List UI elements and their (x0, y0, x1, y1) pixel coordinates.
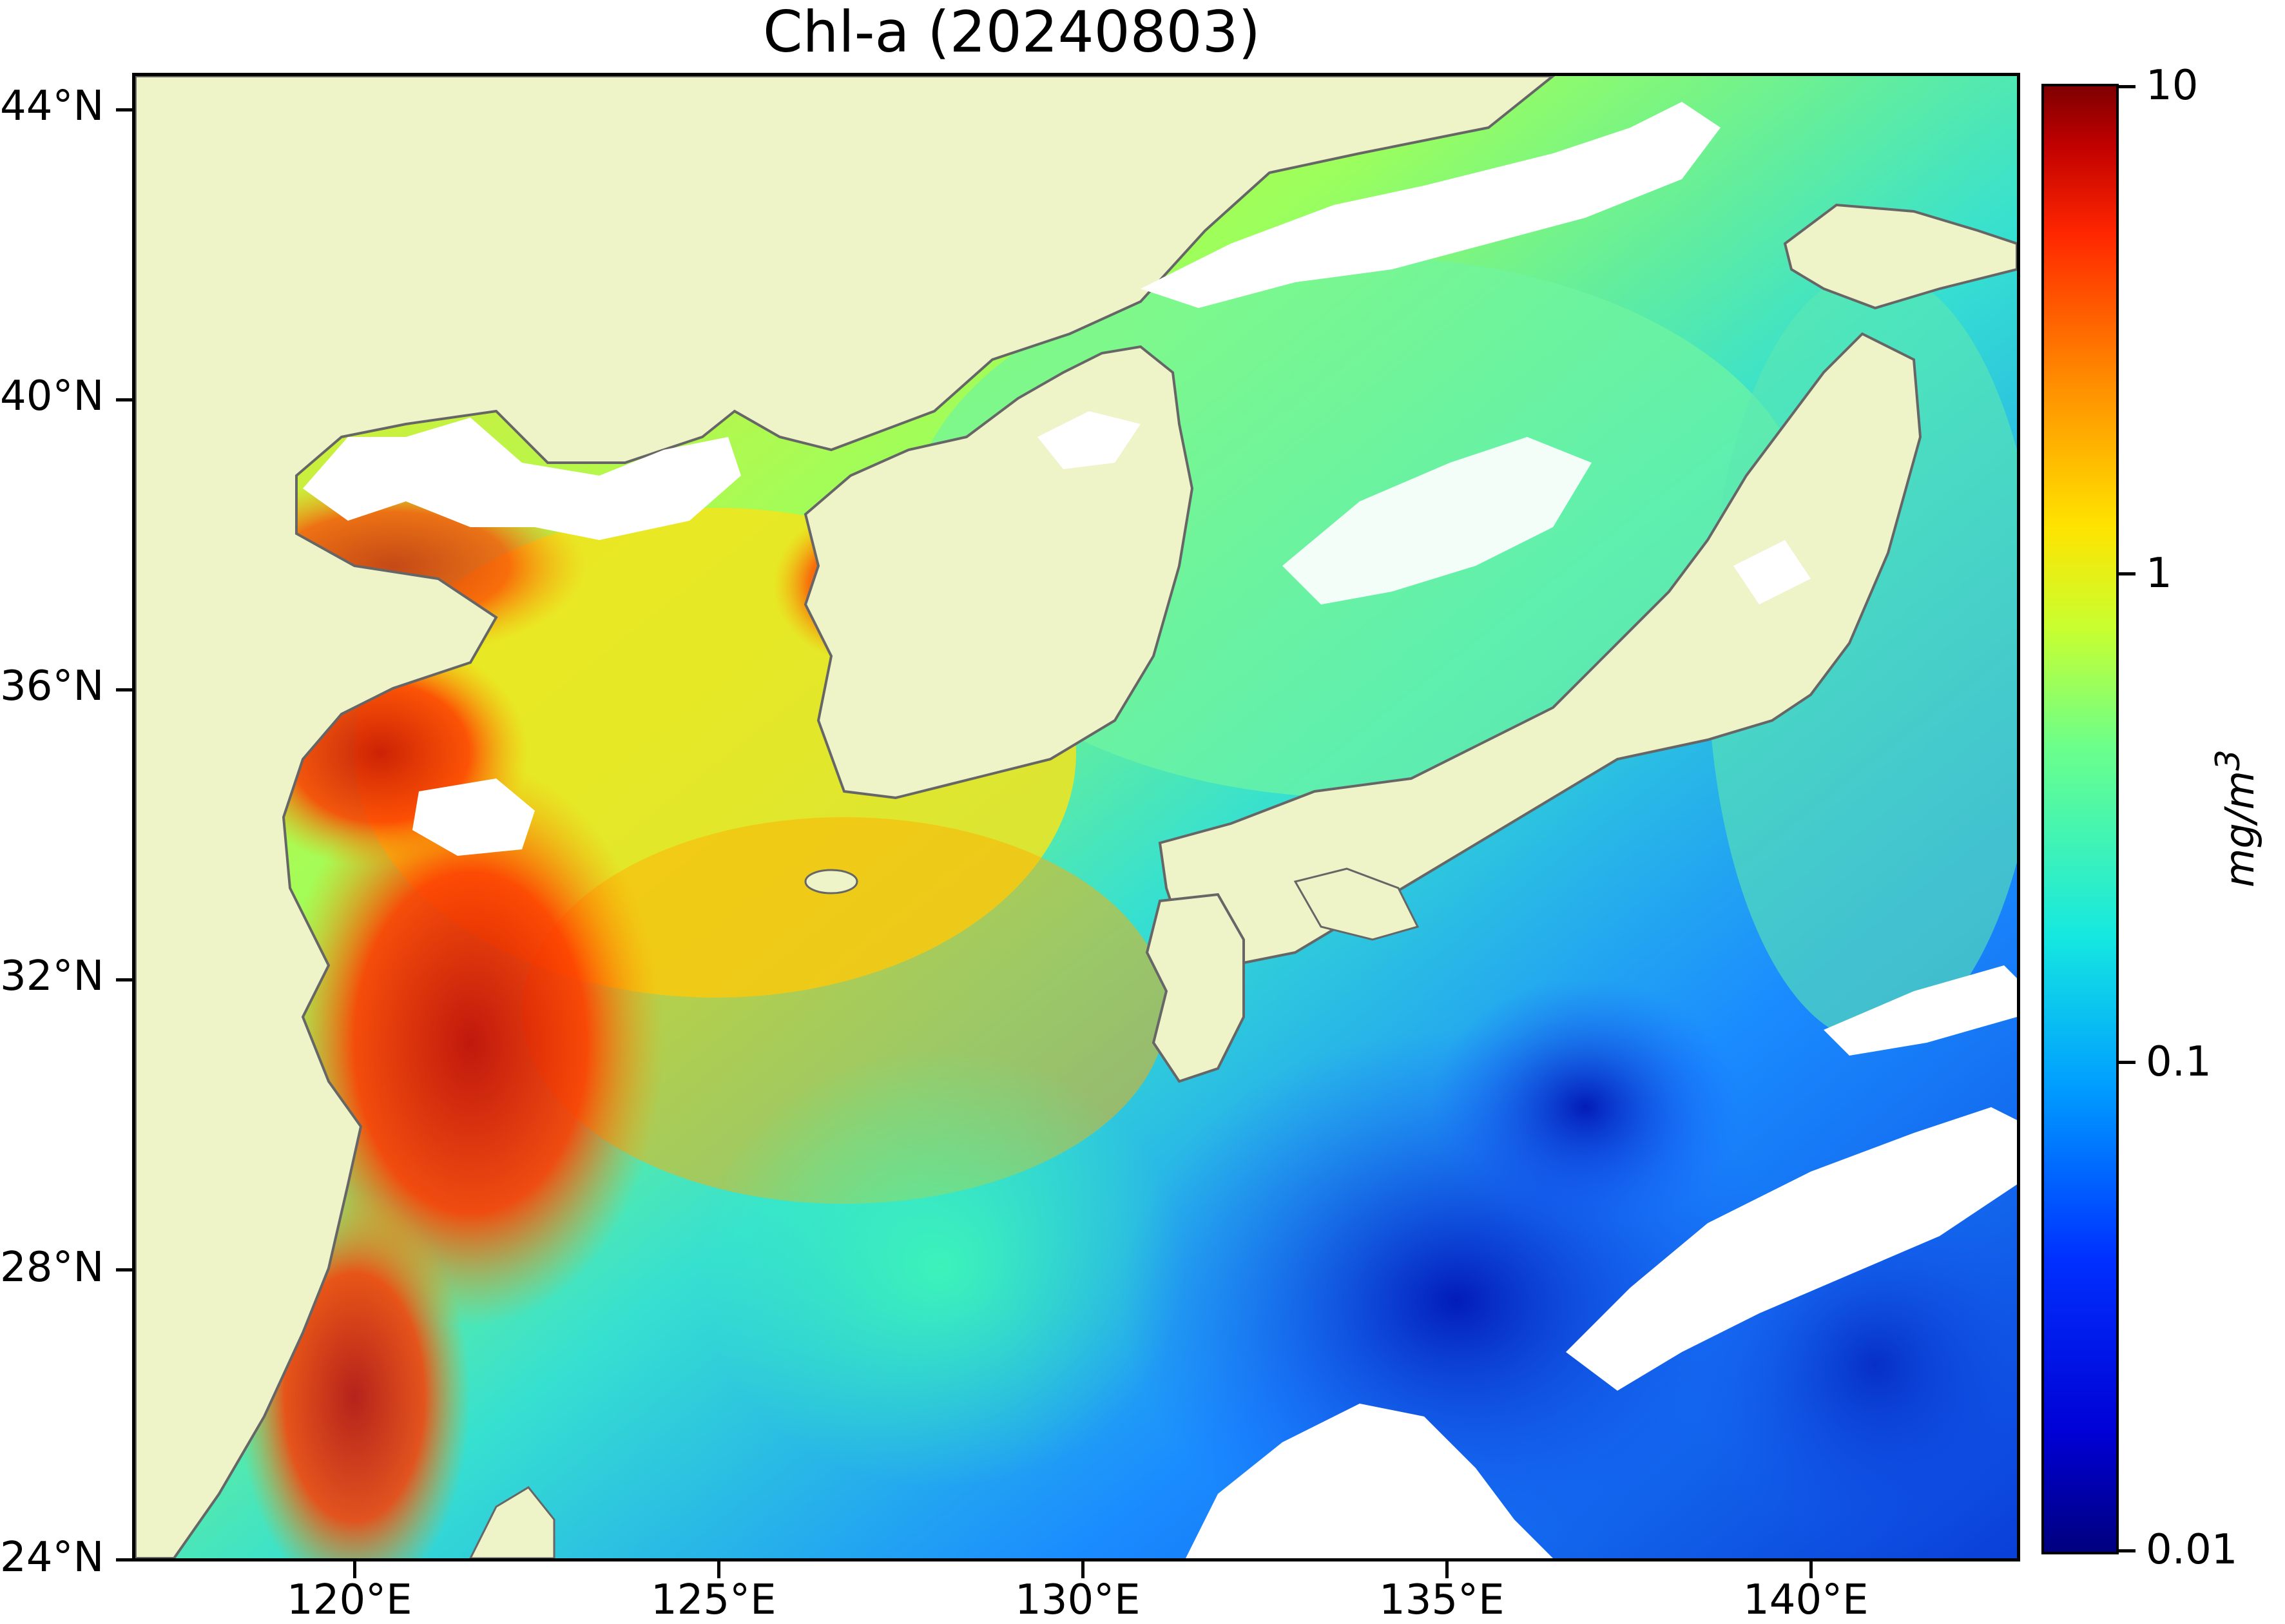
yangtze-plume (277, 759, 664, 1326)
lon-label-140: 140°E (1743, 1576, 1869, 1624)
lat-tick-44 (116, 108, 133, 111)
colorbar-label-0-01: 0.01 (2146, 1526, 2238, 1574)
shikoku-island (1293, 867, 1420, 941)
no-data-north (1141, 102, 1721, 308)
lat-tick-24 (116, 1558, 133, 1561)
unit-exponent: 3 (2209, 749, 2248, 771)
jeju-island (804, 869, 858, 894)
colorbar-label-0-1: 0.1 (2146, 1038, 2212, 1086)
no-data-east-pacific (1566, 1107, 2017, 1391)
lon-tick-125 (717, 1561, 720, 1578)
lat-tick-28 (116, 1268, 133, 1271)
lat-tick-40 (116, 398, 133, 401)
lon-tick-120 (353, 1561, 356, 1578)
lat-label-24: 24°N (0, 1534, 104, 1581)
lon-label-120: 120°E (287, 1576, 412, 1624)
colorbar-tick-1 (2119, 572, 2136, 575)
china-mainland (135, 76, 1556, 1558)
lat-label-32: 32°N (0, 952, 104, 1000)
lon-label-125: 125°E (651, 1576, 776, 1624)
chlorophyll-map[interactable] (132, 73, 2020, 1561)
lon-tick-130 (1081, 1561, 1085, 1578)
lat-label-44: 44°N (0, 82, 104, 130)
lat-label-40: 40°N (0, 372, 104, 420)
lon-label-135: 135°E (1379, 1576, 1505, 1624)
colorbar-tick-0-01 (2119, 1549, 2136, 1552)
colorbar-tick-0-1 (2119, 1061, 2136, 1064)
colorbar-unit: mg/m3 (2209, 749, 2263, 887)
no-data-bohai (303, 418, 741, 540)
lon-tick-135 (1445, 1561, 1449, 1578)
lat-label-36: 36°N (0, 662, 104, 710)
colorbar-tick-10 (2119, 85, 2136, 88)
kyushu-island (1145, 893, 1245, 1083)
lat-label-28: 28°N (0, 1244, 104, 1291)
lat-tick-32 (116, 978, 133, 981)
map-canvas (135, 76, 2017, 1558)
map-title: Chl-a (20240803) (763, 0, 1260, 65)
lon-label-130: 130°E (1015, 1576, 1141, 1624)
no-data-south-pacific (1186, 1404, 1553, 1558)
hokkaido-island (1783, 203, 2017, 310)
no-data-yellow-sea (412, 778, 535, 856)
colorbar (2041, 84, 2119, 1554)
colorbar-label-1: 1 (2146, 550, 2172, 597)
lat-tick-36 (116, 688, 133, 691)
taiwan-island (469, 1486, 555, 1558)
lon-tick-140 (1809, 1561, 1813, 1578)
no-data-sea-of-japan (1282, 437, 1592, 604)
colorbar-label-10: 10 (2146, 62, 2199, 110)
